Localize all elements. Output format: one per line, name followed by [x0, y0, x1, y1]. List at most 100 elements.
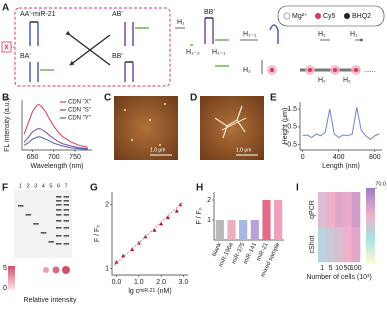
row-label: cShot [309, 235, 316, 253]
x-tick-label: 50 [344, 265, 352, 272]
point [159, 221, 164, 226]
legend-marker [315, 13, 321, 19]
legend-label: Mg²⁺ [292, 13, 308, 20]
gel-band [63, 220, 70, 222]
bar [274, 200, 283, 240]
x-axis-label: Wavelength (nm) [30, 163, 83, 170]
gel-band [56, 214, 62, 216]
gel-band [56, 204, 62, 206]
panel-d: D 1.0 μm [190, 93, 264, 160]
y-tick-label: 2 [207, 197, 211, 204]
point [152, 228, 157, 232]
y-tick-label: 1 [105, 265, 109, 272]
axes [213, 192, 284, 241]
hairpin-label: H₂ [243, 67, 251, 74]
gel-band [63, 204, 70, 206]
line [23, 103, 88, 148]
colorbar-tick-label: 70.0 [375, 181, 386, 187]
gel-band [63, 214, 70, 216]
panel-label: C [104, 93, 111, 104]
x-tick-label: 1.0 [134, 279, 144, 286]
gel-band [63, 209, 70, 211]
x-tick-label: blank [212, 241, 224, 257]
afm-image [200, 96, 264, 160]
heat-cell [318, 192, 327, 228]
x-axis-label: Length (nm) [322, 163, 360, 170]
afm-dots [124, 103, 166, 146]
x-axis-label-part: Wavelength (nm) [30, 163, 83, 170]
profile-line [221, 117, 247, 131]
x-axis-label-part: Length (nm) [322, 163, 360, 170]
intensity-dot [52, 266, 60, 274]
hairpin-label: H₁ [177, 19, 185, 26]
gel-band [25, 214, 32, 216]
gel-band [56, 243, 62, 245]
complex-label: BA' [20, 53, 31, 60]
x-tick-label: 5 [329, 265, 333, 272]
complex-label: AB' [112, 11, 123, 18]
lane-label: 5 [49, 183, 52, 189]
scale-label: 1.0 μm [236, 147, 251, 153]
lane-label: 2 [27, 183, 30, 189]
colorbar [8, 266, 15, 290]
axes [299, 102, 382, 151]
x-tick-label: 100 [350, 265, 362, 272]
axes [111, 192, 188, 276]
ellipsis: ...... [364, 67, 376, 74]
heat-cell [351, 192, 361, 228]
panel-label: H [196, 183, 203, 194]
x-tick-label: 3.0 [179, 279, 189, 286]
colorbar-title: Relative intensity [24, 297, 77, 304]
x-tick-label: 10 [335, 265, 343, 272]
gel-band [63, 227, 70, 229]
y-tick-label: 2 [105, 202, 109, 209]
lane-label: 6 [57, 183, 60, 189]
axes [21, 100, 92, 151]
x-axis-label-part: lg c [128, 288, 139, 295]
gel-band [63, 196, 70, 198]
gel-band [48, 241, 54, 243]
hairpin-label: H₁ [318, 31, 326, 38]
x-axis-label: Number of cells (10³) [306, 274, 371, 281]
hairpin-label: H₁ [350, 31, 358, 38]
complex-label: BB' [112, 53, 123, 60]
hairpin-label: H₂ [343, 77, 351, 84]
hairpin-label: H₂ [318, 77, 326, 84]
x-tick-label: 1 [320, 265, 324, 272]
colorbar-min: 0 [3, 285, 7, 292]
heat-cell [326, 192, 336, 228]
panel-label: F [2, 183, 8, 194]
gel-band [63, 243, 70, 245]
gel-band [56, 200, 62, 202]
x-tick-label: 700 [48, 154, 60, 161]
legend-box [277, 5, 385, 27]
heat-cell [334, 192, 344, 228]
point [174, 208, 179, 213]
x-tick-label: 400 [333, 154, 345, 161]
y-axis-label: F / F₀ [94, 225, 101, 242]
line [302, 107, 380, 140]
heat-cell [343, 192, 352, 228]
y-tick-label: 0.5 [287, 124, 297, 131]
x-tick-label: 2.0 [156, 279, 166, 286]
afm-image [114, 96, 178, 160]
gel-band [63, 235, 70, 237]
x-tick-label: 750 [69, 154, 81, 161]
y-axis-label: F / F₀ [196, 207, 203, 224]
legend-label: Cy5 [323, 13, 336, 20]
lane-label: 7 [65, 183, 68, 189]
hairpin-label: H₁₋₁ [212, 49, 226, 56]
legend-marker [344, 13, 350, 19]
colorbar [366, 188, 375, 264]
x-tick-label: 650 [27, 154, 39, 161]
hairpin-label: H₁₋₁ [243, 31, 257, 38]
bar [227, 220, 236, 240]
colorbar-max: 5 [3, 265, 7, 272]
y-axis-label: Height (μm) [282, 108, 289, 145]
complex-label: AA'-miR-21 [20, 11, 56, 18]
panel-label: A [2, 3, 9, 14]
gel-band [63, 200, 70, 202]
gel-band [33, 223, 39, 225]
